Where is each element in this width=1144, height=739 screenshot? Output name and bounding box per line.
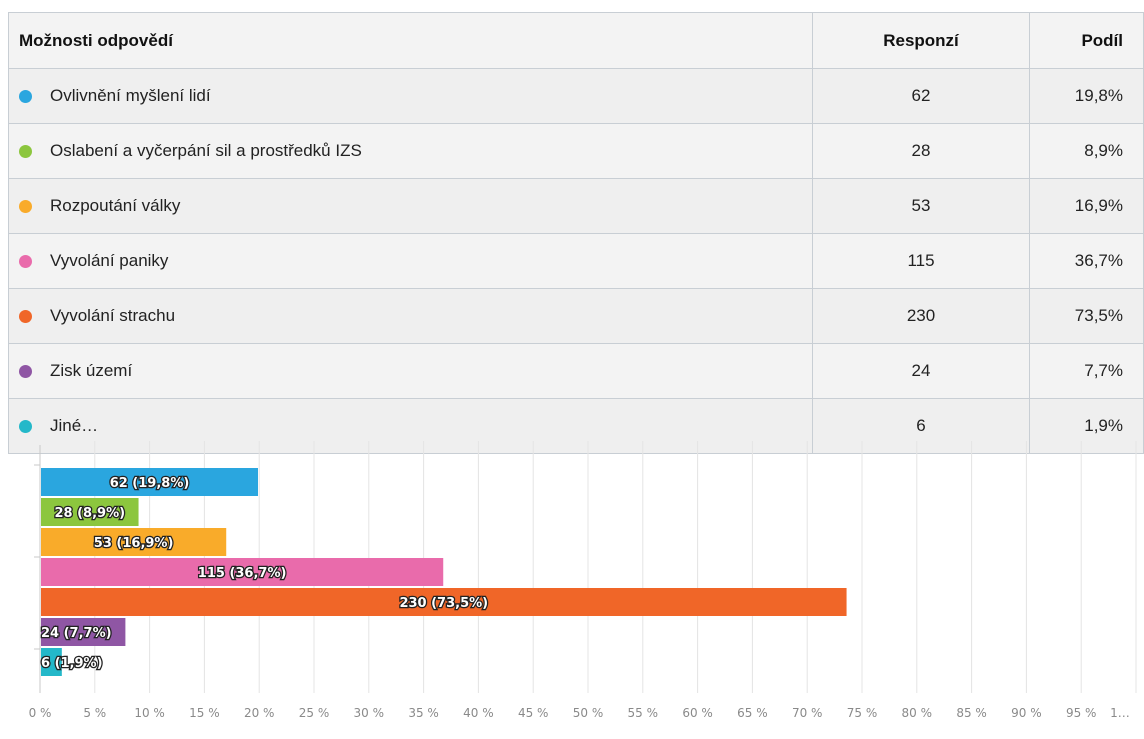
bar — [41, 558, 444, 586]
bar — [41, 588, 847, 616]
table-row: Ovlivnění myšlení lidí 62 19,8% — [8, 68, 1144, 124]
data-label: 53 (16,9%) — [94, 536, 174, 551]
x-tick-label: 0 % — [29, 706, 52, 720]
x-tick-label: 40 % — [463, 706, 494, 720]
header-responses: Responzí — [812, 12, 1030, 69]
bar — [41, 648, 62, 676]
bar — [41, 498, 139, 526]
responses-cell: 6 — [812, 398, 1030, 454]
x-tick-label: 95 % — [1066, 706, 1097, 720]
header-options: Možnosti odpovědí — [8, 12, 813, 69]
x-tick-label: 75 % — [847, 706, 878, 720]
option-label: Vyvolání strachu — [50, 306, 176, 325]
bar — [41, 618, 126, 646]
option-cell: Zisk území — [8, 343, 813, 399]
legend-dot-icon — [19, 199, 32, 213]
option-label: Vyvolání paniky — [50, 251, 169, 270]
legend-dot-icon — [19, 144, 32, 158]
option-cell: Rozpoutání války — [8, 178, 813, 234]
table-row: Zisk území 24 7,7% — [8, 343, 1144, 399]
x-tick-label: 25 % — [299, 706, 330, 720]
x-tick-label: 30 % — [354, 706, 385, 720]
share-cell: 36,7% — [1029, 233, 1144, 289]
x-tick-label: 65 % — [737, 706, 768, 720]
table-row: Vyvolání strachu 230 73,5% — [8, 288, 1144, 344]
responses-cell: 53 — [812, 178, 1030, 234]
share-cell: 73,5% — [1029, 288, 1144, 344]
table-row: Vyvolání paniky 115 36,7% — [8, 233, 1144, 289]
x-tick-label: 35 % — [408, 706, 439, 720]
share-cell: 8,9% — [1029, 123, 1144, 179]
responses-cell: 28 — [812, 123, 1030, 179]
x-tick-label: 60 % — [682, 706, 713, 720]
bar-chart: 62 (19,8%) 28 (8,9%) 53 (16,9%) 115 (36,7%)… — [8, 441, 1144, 731]
responses-cell: 230 — [812, 288, 1030, 344]
legend-dot-icon — [19, 364, 32, 378]
table-row: Jiné… 6 1,9% — [8, 398, 1144, 454]
table-header-row: Možnosti odpovědí Responzí Podíl — [8, 12, 1144, 69]
share-cell: 19,8% — [1029, 68, 1144, 124]
responses-cell: 115 — [812, 233, 1030, 289]
option-label: Zisk území — [50, 361, 133, 380]
option-cell: Vyvolání strachu — [8, 288, 813, 344]
responses-cell: 24 — [812, 343, 1030, 399]
share-cell: 16,9% — [1029, 178, 1144, 234]
table-row: Oslabení a vyčerpání sil a prostředků IZ… — [8, 123, 1144, 179]
x-tick-label: 45 % — [518, 706, 549, 720]
option-cell: Vyvolání paniky — [8, 233, 813, 289]
x-tick-label: 10 % — [134, 706, 165, 720]
header-share: Podíl — [1029, 12, 1144, 69]
option-cell: Oslabení a vyčerpání sil a prostředků IZ… — [8, 123, 813, 179]
data-label: 115 (36,7%) — [198, 566, 287, 581]
x-tick-label: 50 % — [573, 706, 604, 720]
x-tick-label: 70 % — [792, 706, 823, 720]
x-tick-label: 55 % — [628, 706, 659, 720]
x-tick-label: 80 % — [902, 706, 933, 720]
responses-cell: 62 — [812, 68, 1030, 124]
x-tick-label: 5 % — [83, 706, 106, 720]
legend-dot-icon — [19, 89, 32, 103]
responses-table: Možnosti odpovědí Responzí Podíl Ovlivně… — [8, 12, 1144, 454]
data-label: 28 (8,9%) — [54, 506, 125, 521]
bar-chart-svg: 62 (19,8%) 28 (8,9%) 53 (16,9%) 115 (36,7%)… — [29, 441, 1137, 720]
option-label: Oslabení a vyčerpání sil a prostředků IZ… — [50, 141, 362, 160]
option-label: Ovlivnění myšlení lidí — [50, 86, 211, 105]
option-label: Rozpoutání války — [50, 196, 181, 215]
x-tick-label: 90 % — [1011, 706, 1042, 720]
option-label: Jiné… — [50, 416, 99, 435]
x-tick-label: 20 % — [244, 706, 275, 720]
bar — [41, 528, 227, 556]
x-tick-label: 15 % — [189, 706, 220, 720]
data-label: 62 (19,8%) — [110, 476, 190, 491]
legend-dot-icon — [19, 419, 32, 433]
option-cell: Ovlivnění myšlení lidí — [8, 68, 813, 124]
data-label: 6 (1,9%) — [41, 656, 103, 671]
x-tick-label: 1… — [1110, 706, 1130, 720]
x-tick-label: 85 % — [956, 706, 987, 720]
data-label: 24 (7,7%) — [41, 626, 112, 641]
bar — [41, 468, 259, 496]
share-cell: 1,9% — [1029, 398, 1144, 454]
legend-dot-icon — [19, 309, 32, 323]
data-label: 230 (73,5%) — [399, 596, 488, 611]
share-cell: 7,7% — [1029, 343, 1144, 399]
option-cell: Jiné… — [8, 398, 813, 454]
legend-dot-icon — [19, 254, 32, 268]
table-row: Rozpoutání války 53 16,9% — [8, 178, 1144, 234]
